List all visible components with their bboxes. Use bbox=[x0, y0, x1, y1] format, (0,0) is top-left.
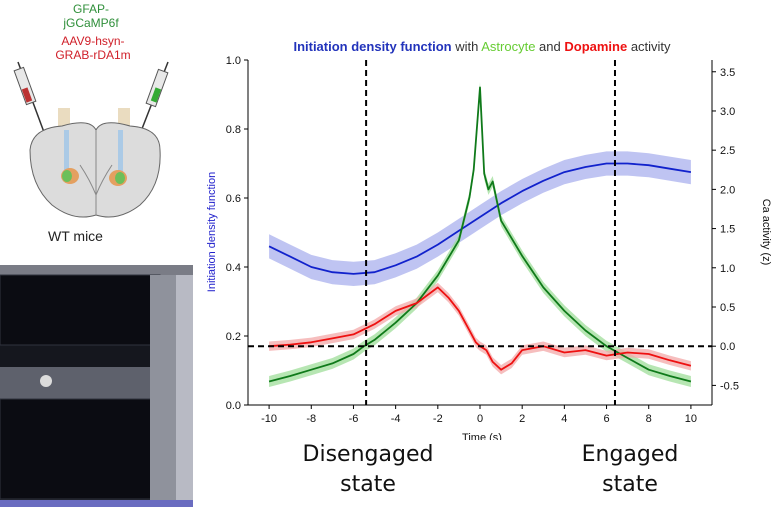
virus-red-label-2: GRAB-rDA1m bbox=[55, 48, 131, 62]
y-right-tick-label: 2.5 bbox=[720, 145, 735, 157]
chart-title-part: Astrocyte bbox=[481, 39, 535, 54]
engaged-state-label: Engaged state bbox=[560, 440, 700, 500]
left-panel: GFAP- jGCaMP6f AAV9-hsyn- GRAB-rDA1m bbox=[0, 0, 200, 510]
x-axis-label: Time (s) bbox=[462, 432, 502, 440]
brain-schematic bbox=[13, 61, 169, 218]
engaged-state-line-2: state bbox=[602, 472, 658, 497]
chart-title: Initiation density function with Astrocy… bbox=[293, 39, 671, 54]
series-band-dopamine bbox=[269, 282, 691, 375]
x-tick-label: 10 bbox=[685, 413, 697, 425]
y-left-tick-label: 0.0 bbox=[226, 400, 241, 412]
disengaged-state-line-1: Disengaged bbox=[302, 442, 434, 467]
disengaged-state-line-2: state bbox=[340, 472, 396, 497]
mouse-label: WT mice bbox=[48, 228, 103, 244]
y-right-tick-label: 0.0 bbox=[720, 341, 735, 353]
engaged-state-line-1: Engaged bbox=[581, 442, 679, 467]
arena-photo-drawing bbox=[0, 265, 193, 507]
chart-title-part: Initiation density function bbox=[293, 39, 451, 54]
y-right-tick-label: -0.5 bbox=[720, 380, 739, 392]
x-tick-label: -8 bbox=[306, 413, 316, 425]
y-right-tick-label: 1.5 bbox=[720, 224, 735, 236]
series-band-idf bbox=[269, 151, 691, 286]
y-left-tick-label: 0.8 bbox=[226, 124, 241, 136]
x-tick-label: 0 bbox=[477, 413, 483, 425]
disengaged-state-label: Disengaged state bbox=[288, 440, 448, 500]
x-tick-label: 2 bbox=[519, 413, 525, 425]
x-tick-label: -2 bbox=[433, 413, 443, 425]
y-right-tick-label: 3.0 bbox=[720, 106, 735, 118]
y-left-tick-label: 1.0 bbox=[226, 55, 241, 67]
arena-photo bbox=[0, 265, 193, 507]
series-line-idf bbox=[268, 162, 692, 275]
y-right-tick-label: 1.0 bbox=[720, 263, 735, 275]
virus-green-label-2: jGCaMP6f bbox=[63, 16, 119, 30]
y-left-tick-label: 0.6 bbox=[226, 193, 241, 205]
virus-red-label-1: AAV9-hsyn- bbox=[61, 34, 125, 48]
chart-title-part: Dopamine bbox=[564, 39, 627, 54]
x-tick-label: 8 bbox=[646, 413, 652, 425]
y-right-tick-label: 2.0 bbox=[720, 184, 735, 196]
y-axis-left-label: Initiation density function bbox=[206, 172, 218, 292]
y-right-tick-label: 3.5 bbox=[720, 67, 735, 79]
x-tick-label: -6 bbox=[349, 413, 359, 425]
chart-title-part: and bbox=[535, 39, 564, 54]
y-left-tick-label: 0.4 bbox=[226, 262, 241, 274]
virus-green-label-1: GFAP- bbox=[72, 2, 109, 16]
x-tick-label: -10 bbox=[261, 413, 277, 425]
chart-title-part: activity bbox=[627, 39, 671, 54]
brain-slice-icon bbox=[29, 108, 161, 218]
x-tick-label: 4 bbox=[561, 413, 567, 425]
y-right-tick-label: 0.5 bbox=[720, 302, 735, 314]
syringe-left-icon bbox=[13, 61, 59, 171]
y-left-tick-label: 0.2 bbox=[226, 331, 241, 343]
y-axis-right-label: Ca activity (z) bbox=[760, 199, 772, 266]
x-tick-label: 6 bbox=[603, 413, 609, 425]
x-tick-label: -4 bbox=[391, 413, 401, 425]
series-line-astrocyte bbox=[268, 86, 692, 383]
chart-title-part: with bbox=[452, 39, 482, 54]
chart: Initiation density function with Astrocy… bbox=[206, 39, 772, 440]
